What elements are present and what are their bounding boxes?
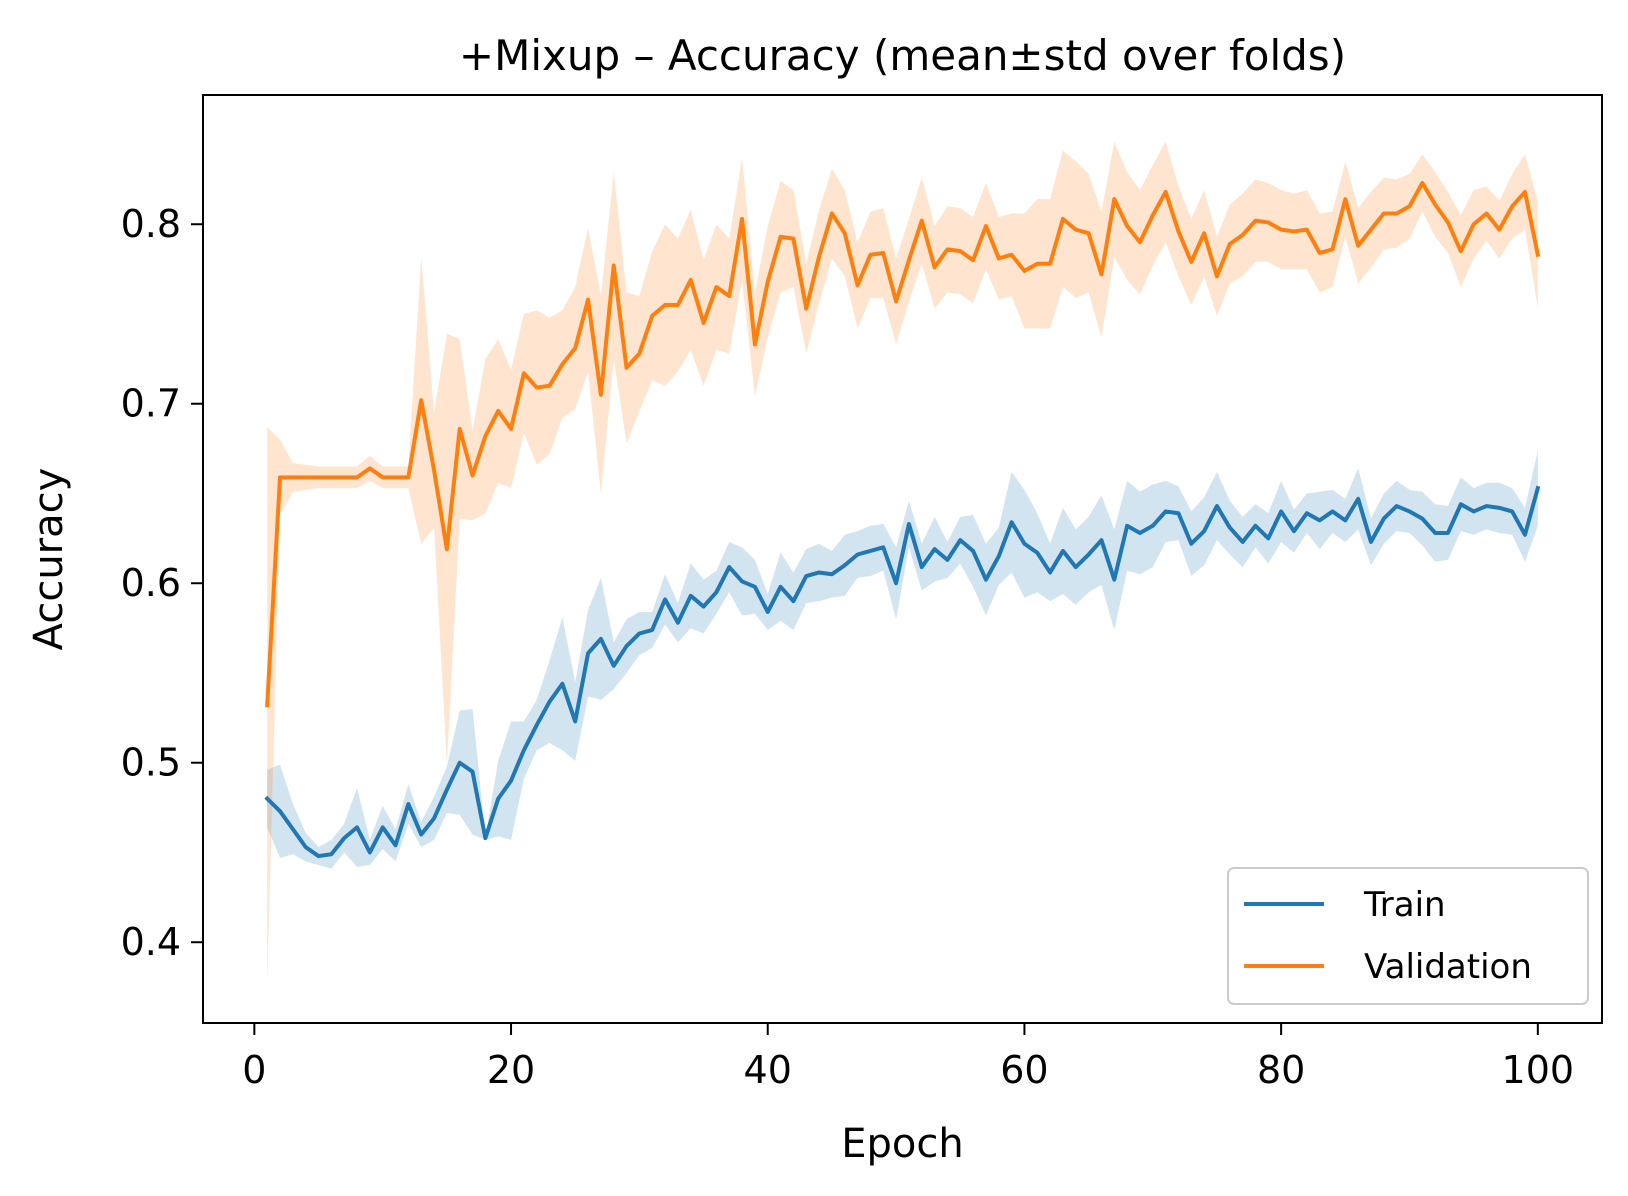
y-axis-label: Accuracy (26, 468, 72, 651)
std-band-train (267, 450, 1538, 869)
x-tick-label: 20 (487, 1048, 535, 1092)
y-tick-label: 0.8 (121, 202, 181, 246)
chart-title: +Mixup – Accuracy (mean±std over folds) (459, 31, 1346, 80)
y-axis-ticks: 0.4 0.5 0.6 0.7 0.8 (121, 202, 203, 964)
y-tick-label: 0.7 (121, 382, 181, 426)
y-tick-label: 0.6 (121, 561, 181, 605)
x-axis-label: Epoch (841, 1121, 963, 1167)
x-tick-label: 80 (1257, 1048, 1305, 1092)
x-tick-label: 60 (1000, 1048, 1048, 1092)
y-tick-label: 0.5 (121, 741, 181, 785)
plot-frame (202, 94, 1603, 1024)
series-line-train (264, 485, 1541, 859)
legend-entries: Train Validation (1244, 885, 1532, 987)
std-bands (267, 141, 1538, 984)
x-axis-ticks: 0 20 40 60 80 100 (242, 1023, 1574, 1092)
x-tick-label: 0 (242, 1048, 266, 1092)
x-tick-label: 40 (744, 1048, 792, 1092)
legend-label-validation: Validation (1364, 947, 1532, 987)
x-tick-label: 100 (1502, 1048, 1575, 1092)
std-band-validation (267, 141, 1538, 984)
legend: Train Validation (1227, 867, 1589, 1005)
y-tick-label: 0.4 (121, 920, 181, 964)
legend-label-train: Train (1363, 885, 1446, 925)
series-line-validation (265, 180, 1541, 708)
mean-lines (264, 180, 1541, 859)
